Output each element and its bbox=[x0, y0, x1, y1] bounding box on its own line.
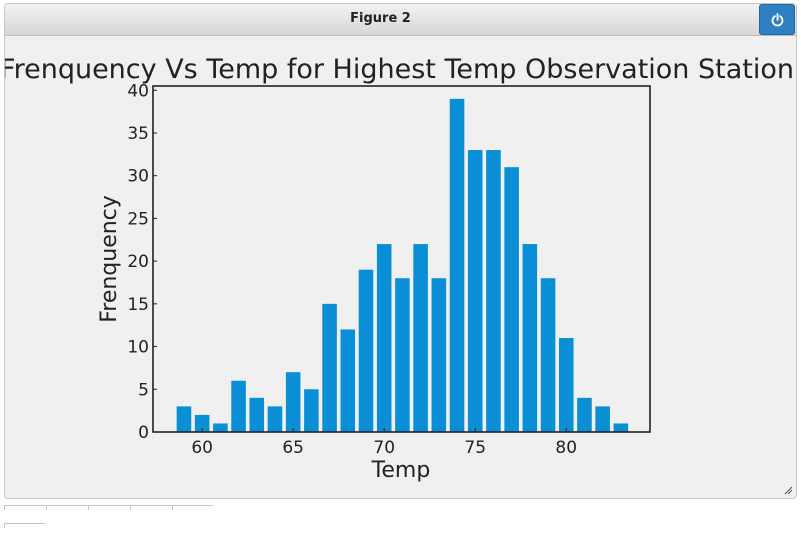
bar bbox=[376, 244, 392, 432]
title-bar: Figure 2 bbox=[5, 4, 796, 36]
bar bbox=[467, 150, 483, 432]
y-tick-label: 5 bbox=[138, 380, 149, 400]
axes-frame bbox=[152, 85, 651, 433]
x-tick-label: 65 bbox=[282, 438, 304, 458]
y-tick-label: 25 bbox=[127, 209, 149, 229]
y-tick-label: 30 bbox=[127, 167, 149, 187]
bar bbox=[267, 406, 283, 432]
toolbar-tab[interactable] bbox=[172, 505, 213, 510]
bar bbox=[613, 423, 629, 432]
window-title: Figure 2 bbox=[350, 11, 411, 26]
toolbar-tab[interactable] bbox=[4, 505, 45, 510]
y-tick-label: 10 bbox=[127, 338, 149, 358]
bar bbox=[285, 372, 301, 432]
bar bbox=[322, 303, 337, 432]
bar bbox=[358, 269, 374, 432]
bar bbox=[249, 397, 265, 432]
toolbar-tab[interactable] bbox=[130, 505, 171, 510]
bar bbox=[176, 406, 192, 432]
y-tick-label: 0 bbox=[138, 423, 149, 443]
bar bbox=[504, 167, 519, 432]
x-axis-label: Temp bbox=[371, 458, 431, 483]
bar bbox=[340, 329, 356, 432]
x-tick-label: 70 bbox=[373, 438, 395, 458]
bar bbox=[431, 278, 447, 432]
y-tick-label: 40 bbox=[127, 81, 149, 101]
x-tick-label: 75 bbox=[464, 438, 486, 458]
x-tick-label: 60 bbox=[191, 438, 213, 458]
y-tick-label: 20 bbox=[127, 252, 149, 272]
toolbar-tab[interactable] bbox=[88, 505, 129, 510]
toolbar-tab[interactable] bbox=[46, 505, 87, 510]
bar bbox=[558, 338, 574, 432]
chart-title: Frenquency Vs Temp for Highest Temp Obse… bbox=[5, 54, 794, 85]
bar bbox=[395, 278, 410, 432]
plot-area: 60 65 70 75 80 0 5 10 15 20 25 30 35 40 bbox=[127, 81, 629, 458]
chart-canvas: Frenquency Vs Temp for Highest Temp Obse… bbox=[5, 54, 794, 483]
bar bbox=[595, 406, 610, 432]
bar bbox=[413, 244, 428, 432]
power-icon bbox=[771, 13, 784, 27]
bar bbox=[522, 244, 538, 432]
bar bbox=[540, 278, 556, 432]
bar bbox=[577, 397, 592, 432]
figure-window: Figure 2 Frenquency Vs Temp for Highest … bbox=[4, 3, 797, 499]
y-tick-label: 35 bbox=[127, 124, 149, 144]
bar bbox=[194, 414, 210, 432]
bar bbox=[304, 389, 319, 432]
x-tick-label: 80 bbox=[555, 438, 577, 458]
resize-grip-icon[interactable] bbox=[783, 485, 793, 495]
bar bbox=[213, 423, 228, 432]
toolbar-tabs bbox=[4, 497, 254, 528]
toolbar-tab[interactable] bbox=[4, 523, 45, 528]
bar bbox=[231, 380, 246, 432]
y-tick-label: 15 bbox=[127, 295, 149, 315]
y-axis-label: Frenquency bbox=[97, 195, 122, 323]
bar bbox=[449, 98, 465, 432]
close-figure-button[interactable] bbox=[759, 4, 795, 35]
bar bbox=[486, 150, 501, 432]
